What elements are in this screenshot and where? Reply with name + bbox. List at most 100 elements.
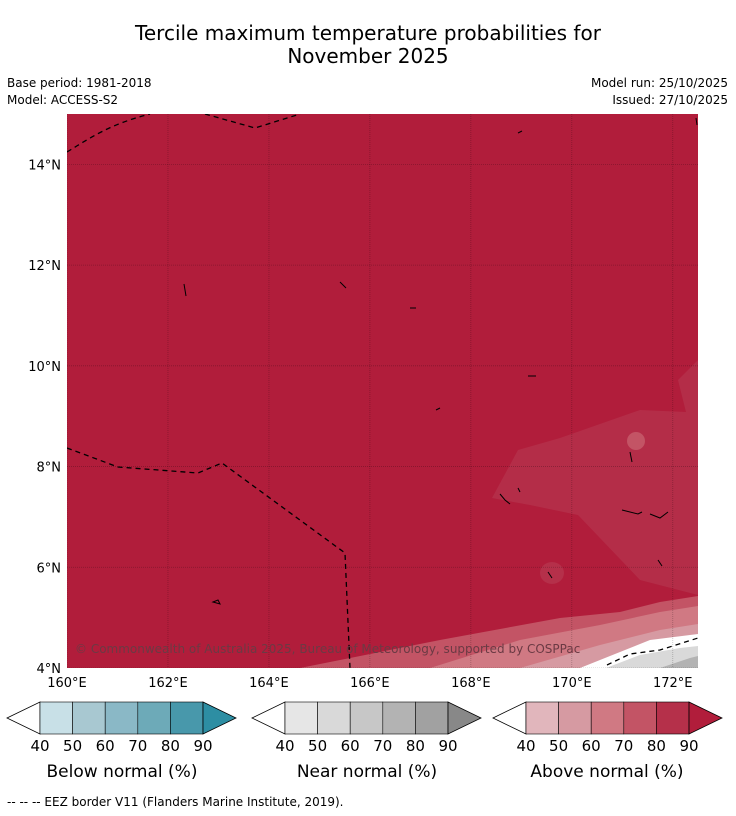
chart-title: Tercile maximum temperature probabilitie… [0,22,736,68]
colorbar-tick-label: 40 [275,737,294,755]
x-axis-ticks: 160°E 162°E 164°E 166°E 168°E 170°E 172°E [47,676,692,691]
eez-border-lines [67,114,698,668]
title-line-2: November 2025 [287,44,449,68]
eez-border [67,114,151,153]
colorbar-segment [72,701,106,735]
base-period: Base period: 1981-2018 [7,76,152,90]
colorbar-low-arrow [251,701,286,735]
colorbar-tick-label: 50 [63,737,82,755]
colorbar-segment [170,701,204,735]
colorbar-tick-label: 70 [373,737,392,755]
map-plot-area: © Commonwealth of Australia 2025, Bureau… [67,114,698,668]
x-tick-label: 172°E [653,676,693,691]
colorbar-segment [382,701,416,735]
island-outline [517,487,521,493]
colorbar-tick-label: 70 [614,737,633,755]
island-outline [499,493,511,505]
colorbar-segment [558,701,592,735]
above-normal-70-80-region [492,360,698,595]
colorbar-tick-label: 60 [96,737,115,755]
x-tick-label: 168°E [451,676,491,691]
colorbar-tick-label: 50 [549,737,568,755]
colorbar-segment [525,701,559,735]
eez-border [606,637,698,666]
y-tick-label: 14°N [28,158,61,173]
y-tick-label: 6°N [37,561,62,576]
meta-right: Model run: 25/10/2025 Issued: 27/10/2025 [591,75,728,109]
colorbar-low-arrow [492,701,527,735]
island-outline [517,130,523,134]
colorbar-tick-label: 80 [406,737,425,755]
colorbar-tick-label: 60 [582,737,601,755]
island-outline [547,571,553,579]
colorbar-high-arrow [447,701,482,735]
island-outline [649,511,669,519]
copyright-notice: © Commonwealth of Australia 2025, Bureau… [75,642,580,656]
x-tick-label: 170°E [552,676,592,691]
colorbar-segment [317,701,351,735]
eez-border [204,114,301,129]
island-outline [629,451,633,463]
graticule [67,114,698,668]
island-outline [695,117,698,126]
colorbar-high-arrow [202,701,237,735]
colorbar-tick-label: 90 [679,737,698,755]
colorbar-segment [656,701,690,735]
colorbar-tick-label: 80 [161,737,180,755]
colorbars: 40 50 60 70 80 90 40 50 60 70 80 90 40 50 60 70 80 90 [6,701,723,755]
colorbar-above: 40 50 60 70 80 90 [492,701,723,755]
island-outline [621,509,643,515]
colorbar-segment [623,701,657,735]
colorbar-segment [137,701,171,735]
colorbar-label-below: Below normal (%) [46,762,198,782]
meta-left: Base period: 1981-2018 Model: ACCESS-S2 [7,75,152,109]
colorbar-segment [590,701,625,735]
colorbar-tick-label: 40 [30,737,49,755]
eez-footnote: -- -- -- EEZ border V11 (Flanders Marine… [7,795,344,809]
colorbar-high-arrow [688,701,723,735]
colorbar-label-near: Near normal (%) [296,762,438,782]
colorbar-tick-label: 90 [193,737,212,755]
x-tick-label: 166°E [350,676,390,691]
model-name: Model: ACCESS-S2 [7,93,119,107]
colorbar-tick-label: 80 [647,737,666,755]
colorbar-tick-label: 60 [341,737,360,755]
y-tick-label: 12°N [28,259,61,274]
colorbar-tick-label: 90 [438,737,457,755]
colorbar-below: 40 50 60 70 80 90 [6,701,237,755]
colorbar-segment [415,701,449,735]
issued-date: Issued: 27/10/2025 [612,93,728,107]
colorbar-low-arrow [6,701,41,735]
x-tick-label: 162°E [148,676,188,691]
above-normal-70-80-patch [540,562,564,584]
island-outline [435,407,441,411]
colorbar-tick-label: 50 [308,737,327,755]
above-normal-80-90-region [67,114,698,668]
y-tick-label: 10°N [28,360,61,375]
title-line-1: Tercile maximum temperature probabilitie… [135,21,601,45]
island-outline [211,599,221,605]
colorbar-tick-label: 70 [128,737,147,755]
colorbar-segment [104,701,139,735]
model-run: Model run: 25/10/2025 [590,76,728,90]
colorbar-tick-label: 40 [516,737,535,755]
island-outline [657,559,663,567]
y-tick-label: 8°N [37,461,62,476]
island-outlines [183,117,698,605]
y-tick-label: 4°N [37,662,62,677]
colorbar-segment [284,701,318,735]
x-tick-label: 160°E [47,676,87,691]
y-axis-ticks: 14°N 12°N 10°N 8°N 6°N 4°N [28,158,61,677]
island-outline [339,281,347,289]
eez-border [67,447,351,668]
colorbar-label-above: Above normal (%) [530,762,684,782]
island-outline [183,283,187,297]
colorbar-segment [349,701,384,735]
near-normal-high-region [660,656,698,668]
above-normal-60-70-patch [627,432,645,450]
colorbar-segment [39,701,73,735]
colorbar-near: 40 50 60 70 80 90 [251,701,482,755]
x-tick-label: 164°E [249,676,289,691]
near-normal-region [606,646,698,668]
